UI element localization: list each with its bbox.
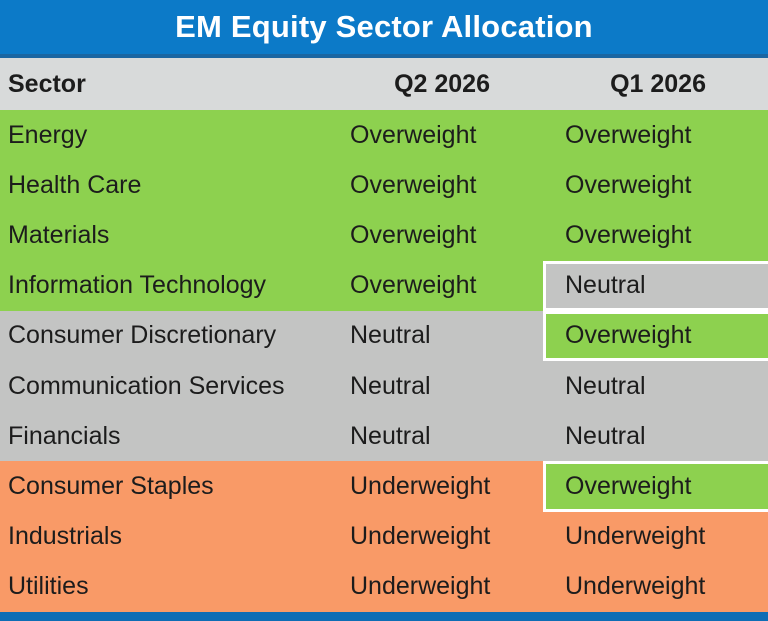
q2-rating-cell: Underweight (348, 461, 543, 512)
q2-rating-cell: Neutral (348, 361, 543, 412)
sector-name-cell: Energy (0, 110, 348, 161)
column-header-sector: Sector (8, 69, 86, 98)
table-header-row: Sector Q2 2026 Q1 2026 (0, 58, 768, 110)
q2-rating-cell: Underweight (348, 511, 543, 562)
q1-rating-cell: Neutral (543, 411, 768, 462)
q2-rating-cell: Underweight (348, 561, 543, 613)
sector-name-cell: Industrials (0, 511, 348, 562)
q1-rating-cell: Overweight (543, 110, 768, 161)
sector-name-cell: Consumer Discretionary (0, 310, 348, 362)
table-row: Financials Neutral Neutral (0, 411, 768, 462)
table-row: Communication Services Neutral Neutral (0, 361, 768, 412)
q1-rating-cell: Overweight (543, 461, 768, 512)
sector-name-cell: Materials (0, 210, 348, 261)
table-row: Energy Overweight Overweight (0, 110, 768, 161)
q2-rating-cell: Neutral (348, 310, 543, 362)
q2-rating-cell: Overweight (348, 210, 543, 261)
q1-rating-cell: Neutral (543, 361, 768, 412)
table-row: Health Care Overweight Overweight (0, 160, 768, 211)
q2-rating-cell: Neutral (348, 411, 543, 462)
table-row: Consumer Staples Underweight Overweight (0, 461, 768, 512)
q1-rating-cell: Overweight (543, 310, 768, 362)
column-header-q2-2026: Q2 2026 (394, 69, 490, 98)
sector-name-cell: Health Care (0, 160, 348, 211)
q2-rating-cell: Overweight (348, 160, 543, 211)
table-body: Energy Overweight Overweight Health Care… (0, 110, 768, 613)
sector-name-cell: Communication Services (0, 361, 348, 412)
table-row: Information Technology Overweight Neutra… (0, 260, 768, 311)
q1-rating-cell: Underweight (543, 511, 768, 562)
q1-rating-cell: Overweight (543, 210, 768, 261)
q1-rating-cell: Neutral (543, 260, 768, 311)
sector-name-cell: Utilities (0, 561, 348, 613)
page-title: EM Equity Sector Allocation (175, 9, 593, 44)
sector-name-cell: Information Technology (0, 260, 348, 311)
sector-name-cell: Financials (0, 411, 348, 462)
title-bar: EM Equity Sector Allocation (0, 0, 768, 58)
q2-rating-cell: Overweight (348, 110, 543, 161)
table-row: Materials Overweight Overweight (0, 210, 768, 261)
q1-rating-cell: Underweight (543, 561, 768, 613)
table-row: Utilities Underweight Underweight (0, 561, 768, 613)
q1-rating-cell: Overweight (543, 160, 768, 211)
column-header-q1-2026: Q1 2026 (610, 69, 706, 98)
footer-accent-bar (0, 612, 768, 621)
q2-rating-cell: Overweight (348, 260, 543, 311)
table-row: Consumer Discretionary Neutral Overweigh… (0, 310, 768, 362)
sector-name-cell: Consumer Staples (0, 461, 348, 512)
table-row: Industrials Underweight Underweight (0, 511, 768, 562)
